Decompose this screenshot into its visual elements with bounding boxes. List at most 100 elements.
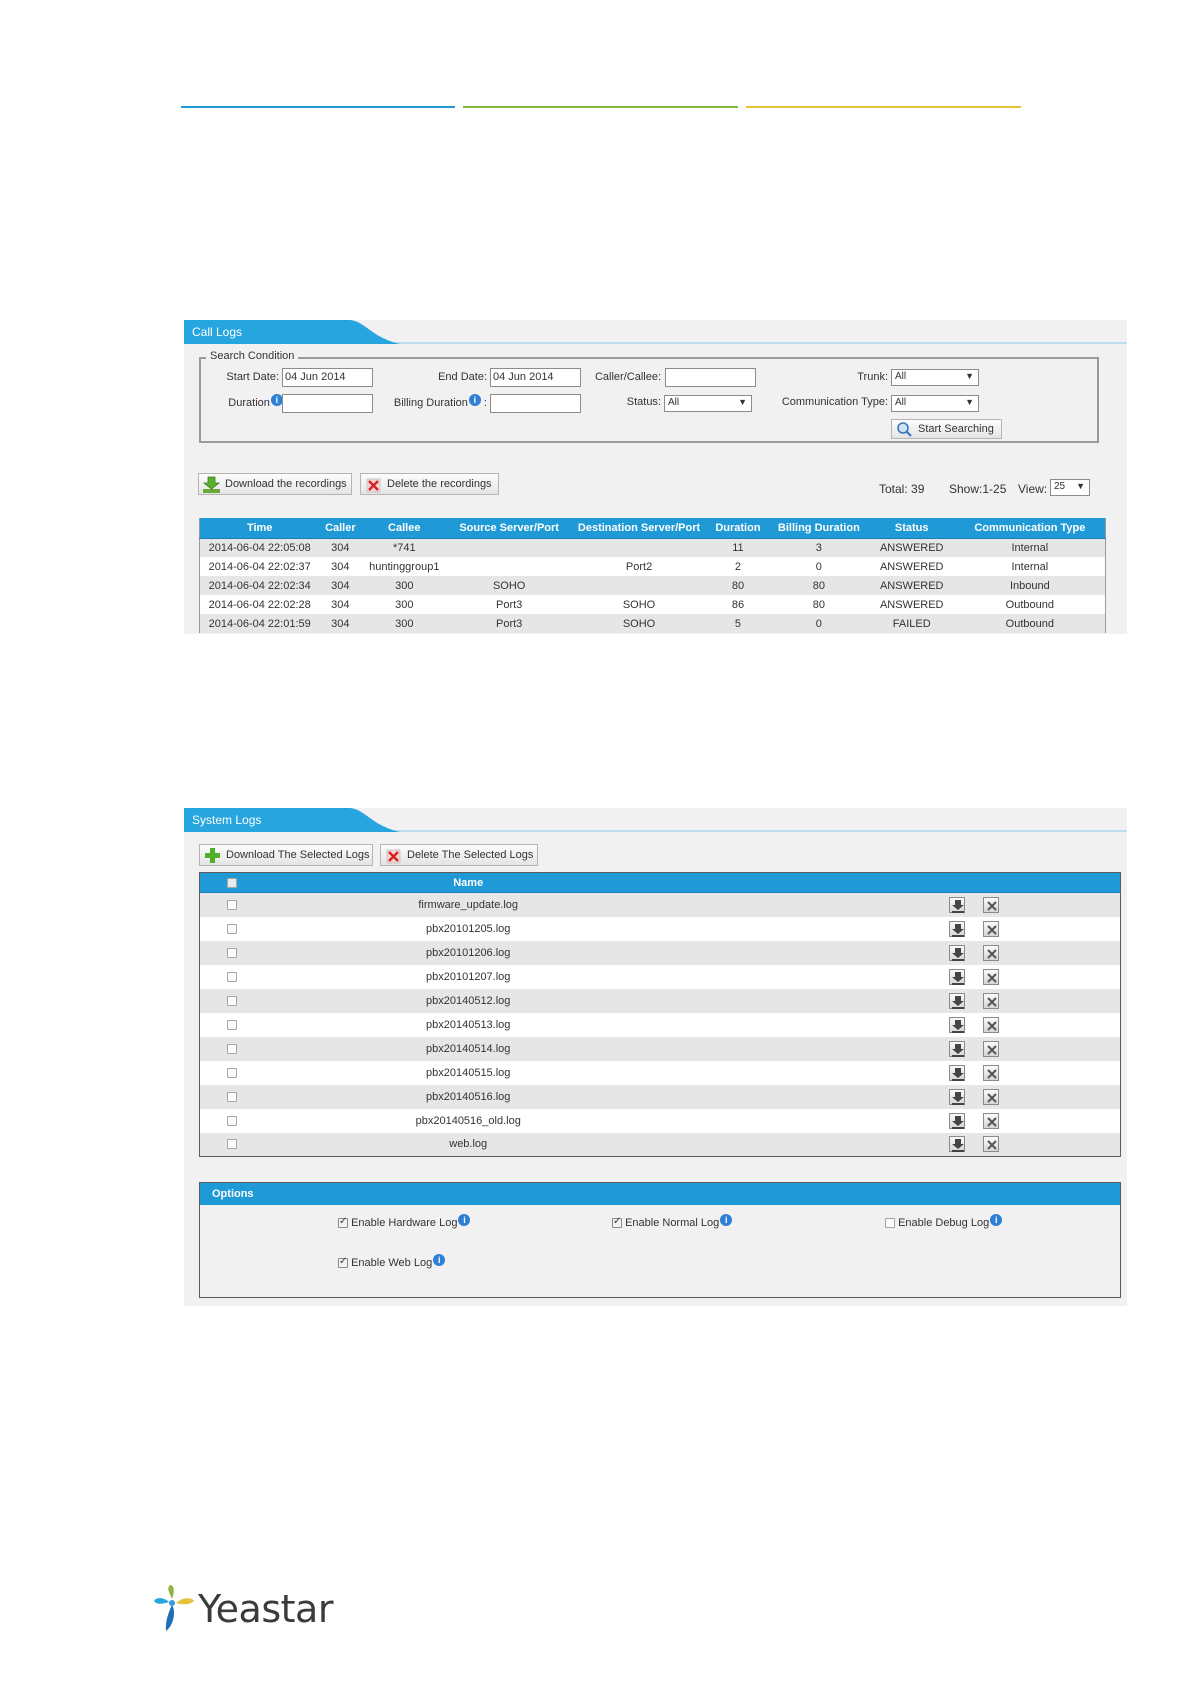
caller-callee-input[interactable] [665,368,756,387]
trunk-label: Trunk: [857,371,888,383]
delete-selected-logs-label: Delete The Selected Logs [407,849,534,861]
column-header[interactable]: Duration [707,518,769,539]
info-icon[interactable]: i [458,1214,471,1226]
start-date-input[interactable]: 04 Jun 2014 [282,368,373,387]
header-bar-blue [181,106,455,108]
hardware-log-checkbox[interactable] [338,1216,348,1229]
end-date-input[interactable]: 04 Jun 2014 [490,368,581,387]
billing-duration-label: Billing Duration [393,397,468,409]
row-checkbox[interactable] [226,947,237,958]
download-recordings-button[interactable]: Download the recordings [198,473,352,495]
download-selected-logs-label: Download The Selected Logs [226,849,370,861]
web-log-checkbox[interactable] [338,1256,348,1269]
column-header[interactable]: Caller [319,518,362,539]
debug-log-checkbox[interactable] [885,1218,895,1229]
download-icon[interactable] [948,1088,965,1105]
delete-icon[interactable] [982,920,999,937]
table-row: pbx20140512.log [199,988,1121,1013]
system-logs-tab: System Logs [184,808,404,832]
column-header[interactable]: Status [868,518,955,539]
system-logs-panel: System Logs Download The Selected Logs D… [184,808,1127,1306]
download-icon[interactable] [948,992,965,1009]
communication-type-select[interactable]: All ▼ [891,395,979,412]
row-checkbox[interactable] [226,1067,237,1078]
option-debug-log[interactable]: Enable Debug Log i [885,1214,1003,1229]
info-icon[interactable]: i [433,1254,446,1266]
delete-icon[interactable] [982,968,999,985]
delete-icon[interactable] [982,896,999,913]
row-checkbox[interactable] [226,1115,237,1126]
info-icon[interactable]: i [720,1214,733,1226]
cell-callee: 300 [361,595,448,614]
option-label: Enable Debug Log [898,1217,990,1229]
delete-icon[interactable] [982,944,999,961]
row-checkbox[interactable] [226,1091,237,1102]
column-header[interactable]: Billing Duration [768,518,869,539]
download-icon[interactable] [948,1040,965,1057]
info-icon[interactable]: i [270,394,283,406]
download-icon[interactable] [948,1016,965,1033]
billing-duration-input[interactable] [490,394,581,413]
row-checkbox[interactable] [226,923,237,934]
search-condition-legend: Search Condition [206,350,299,362]
delete-icon[interactable] [982,1064,999,1081]
log-file-name: pbx20140513.log [263,1012,674,1037]
cell-callee: *741 [361,538,448,557]
download-icon[interactable] [948,944,965,961]
table-header-row: Time Caller Callee Source Server/Port De… [199,518,1106,539]
row-checkbox[interactable] [226,1043,237,1054]
call-logs-panel: Call Logs Search Condition Start Date: 0… [184,320,1127,634]
delete-icon[interactable] [982,1112,999,1129]
cell-time: 2014-06-04 22:02:34 [199,576,320,595]
row-checkbox[interactable] [226,1019,237,1030]
download-icon[interactable] [948,1064,965,1081]
column-header[interactable]: Destination Server/Port [571,518,707,539]
cell-billing-duration: 0 [768,614,869,633]
logo-mark-icon [154,1585,194,1631]
delete-icon[interactable] [982,1136,999,1153]
table-row: pbx20101205.log [199,916,1121,941]
start-searching-button[interactable]: Start Searching [891,419,1002,439]
delete-selected-logs-button[interactable]: Delete The Selected Logs [380,844,538,866]
trunk-select[interactable]: All ▼ [891,369,979,386]
row-checkbox[interactable] [226,995,237,1006]
row-checkbox[interactable] [226,899,237,910]
download-icon[interactable] [948,920,965,937]
column-header[interactable]: Source Server/Port [447,518,572,539]
search-icon [897,422,912,437]
delete-icon[interactable] [982,1040,999,1057]
download-icon[interactable] [948,1112,965,1129]
row-checkbox[interactable] [226,971,237,982]
info-icon[interactable]: i [468,394,481,406]
select-all-checkbox[interactable] [226,877,237,888]
cell-status: ANSWERED [868,557,955,576]
name-column-header[interactable]: Name [263,872,674,893]
caller-callee-label: Caller/Callee: [594,371,661,383]
column-header[interactable]: Communication Type [954,518,1106,539]
column-header[interactable]: Time [199,518,320,539]
download-icon[interactable] [948,968,965,985]
status-select[interactable]: All ▼ [664,395,752,412]
duration-input[interactable] [282,394,373,413]
info-icon[interactable]: i [990,1214,1003,1226]
delete-icon[interactable] [982,992,999,1009]
cell-status: FAILED [868,614,955,633]
delete-recordings-button[interactable]: Delete the recordings [360,473,499,495]
download-icon[interactable] [948,896,965,913]
table-row: 2014-06-04 22:05:08 304 *741 11 3 ANSWER… [199,538,1106,557]
cell-destination: SOHO [571,614,707,633]
delete-icon[interactable] [982,1016,999,1033]
delete-icon[interactable] [982,1088,999,1105]
column-header[interactable]: Callee [361,518,448,539]
view-select[interactable]: 25 ▼ [1050,479,1090,496]
search-condition-box: Search Condition Start Date: 04 Jun 2014… [199,350,1099,443]
download-icon[interactable] [948,1136,965,1153]
download-selected-logs-button[interactable]: Download The Selected Logs [199,844,373,866]
panel-divider [184,830,1127,832]
row-checkbox[interactable] [226,1139,237,1150]
table-row: pbx20140513.log [199,1012,1121,1037]
normal-log-checkbox[interactable] [612,1216,622,1229]
